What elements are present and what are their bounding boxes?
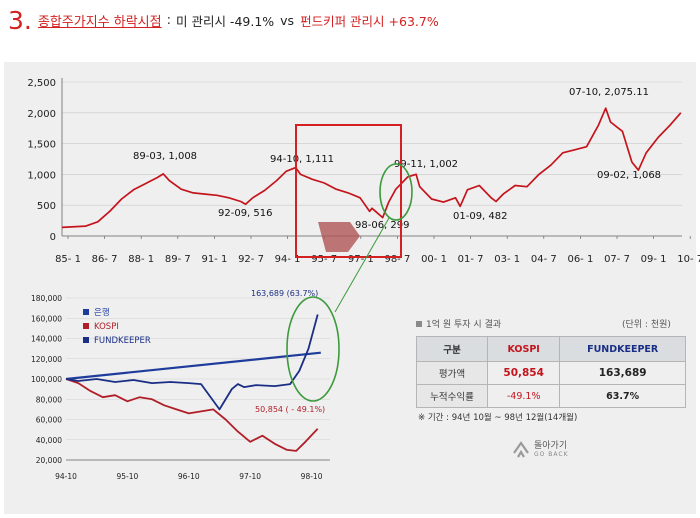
table-cell: 50,854	[486, 361, 561, 385]
x-tick-label: 09- 1	[641, 254, 667, 265]
legend-label: FUNDKEEPER	[94, 336, 151, 346]
x-tick-label: 98- 7	[384, 254, 410, 265]
kospi-series-line	[61, 107, 682, 229]
x-tick-label: 10- 7	[677, 254, 700, 265]
x-tick-label: 03- 1	[494, 254, 520, 265]
fundkeeper-series-line	[65, 314, 319, 411]
go-back-button[interactable]: 돌아가기 GO BACK	[512, 436, 582, 462]
y-tick-label: 2,000	[27, 109, 56, 120]
x-tick-label: 98-10	[301, 472, 323, 481]
result-table: 구분 KOSPI FUNDKEEPER 평가액 50,854 163,689 누…	[416, 336, 686, 408]
x-tick-label: 00- 1	[421, 254, 447, 265]
table-cell: 63.7%	[559, 384, 686, 408]
title-colon: :	[166, 12, 171, 28]
table-header-cell: KOSPI	[486, 336, 561, 362]
x-tick-label: 85- 1	[55, 254, 81, 265]
table-header-row: 구분 KOSPI FUNDKEEPER	[416, 336, 686, 362]
highlight-rect	[295, 124, 402, 258]
y-tick-label: 40,000	[36, 436, 62, 445]
x-tick-label: 07- 7	[604, 254, 630, 265]
x-tick-label: 91- 1	[201, 254, 227, 265]
y-tick-label: 2,500	[27, 78, 56, 89]
y-tick-label: 120,000	[31, 355, 62, 364]
connector-line	[334, 217, 390, 313]
table-heading: 1억 원 투자 시 결과	[426, 320, 502, 330]
fundkeeper-comparison-chart: 20,000 40,000 60,000 80,000 100,000 120,000 14…	[31, 289, 330, 481]
section-number: 3.	[8, 5, 32, 35]
x-tick-label: 01- 7	[458, 254, 484, 265]
data-label: 99-11, 1,002	[394, 159, 458, 170]
y-tick-label: 100,000	[31, 375, 62, 384]
bullet-square-icon	[416, 321, 422, 327]
legend-swatch	[83, 309, 89, 315]
data-label: 50,854 ( - 49.1%)	[255, 405, 325, 414]
y-tick-label: 500	[37, 201, 56, 212]
data-label: 01-09, 482	[453, 211, 508, 222]
table-cell: -49.1%	[486, 384, 561, 408]
table-row: 누적수익률 -49.1% 63.7%	[416, 384, 686, 408]
y-tick-label: 180,000	[31, 294, 62, 303]
x-tick-label: 04- 7	[531, 254, 557, 265]
highlight-circle	[286, 296, 340, 402]
data-label: 89-03, 1,008	[133, 151, 197, 162]
kospi-series-line	[65, 378, 319, 452]
x-tick-label: 86- 7	[92, 254, 118, 265]
legend-swatch	[83, 337, 89, 343]
y-tick-label: 1,500	[27, 140, 56, 151]
x-tick-label: 97- 1	[348, 254, 374, 265]
x-tick-label: 88- 1	[128, 254, 154, 265]
highlight-overlays	[286, 124, 413, 402]
table-cell: 누적수익률	[416, 384, 488, 408]
go-back-sublabel: GO BACK	[534, 451, 569, 458]
data-label: 94-10, 1,111	[270, 154, 334, 165]
x-tick-label: 94- 1	[275, 254, 301, 265]
title-part2: 펀드키퍼 관리시 +63.7%	[300, 13, 439, 29]
title-part1: 미 관리시 -49.1%	[175, 13, 275, 29]
table-unit: (단위 : 천원)	[622, 320, 671, 330]
table-cell: 평가액	[416, 361, 488, 385]
data-label: 09-02, 1,068	[597, 170, 661, 181]
table-header-cell: FUNDKEEPER	[559, 336, 686, 362]
x-tick-label: 89- 7	[165, 254, 191, 265]
table-note: ※ 기간 : 94년 10월 ~ 98년 12월(14개월)	[418, 413, 578, 423]
go-back-label: 돌아가기	[534, 441, 568, 451]
arrow-up-icon	[513, 441, 529, 458]
x-tick-label: 97-10	[239, 472, 261, 481]
data-label: 163,689 (63.7%)	[251, 289, 318, 298]
y-tick-label: 160,000	[31, 314, 62, 323]
y-tick-label: 20,000	[36, 456, 62, 465]
down-arrow-icon	[318, 222, 360, 252]
x-tick-label: 96-10	[178, 472, 200, 481]
x-tick-label: 94-10	[55, 472, 77, 481]
title-heading: 종합주가지수 하락시점	[37, 14, 162, 30]
y-tick-label: 140,000	[31, 335, 62, 344]
legend-label: KOSPI	[94, 322, 119, 332]
table-heading-row: 1억 원 투자 시 결과	[416, 317, 501, 330]
chart-panel	[4, 62, 696, 514]
data-label: 92-09, 516	[218, 208, 273, 219]
x-tick-label: 95- 7	[311, 254, 337, 265]
x-tick-label: 06- 1	[567, 254, 593, 265]
data-label: 98-06, 299	[355, 220, 410, 231]
legend-label: 은행	[94, 307, 110, 318]
y-tick-label: 0	[50, 232, 56, 243]
bank-series-line	[65, 351, 321, 381]
x-tick-label: 95-10	[116, 472, 138, 481]
table-header-cell: 구분	[416, 336, 488, 362]
highlight-circle	[379, 163, 413, 221]
x-tick-label: 92- 7	[238, 254, 264, 265]
legend-swatch	[83, 323, 89, 329]
table-cell: 163,689	[559, 361, 686, 385]
slide-title: 3. 종합주가지수 하락시점 : 미 관리시 -49.1% vs 펀드키퍼 관리…	[8, 2, 439, 38]
y-tick-label: 60,000	[36, 416, 62, 425]
kospi-history-chart: 0 500 1,000 1,500 2,000 2,500 85- 1 86- 7 88- 1 8…	[27, 78, 700, 265]
data-label: 07-10, 2,075.11	[569, 87, 649, 98]
title-vs: vs	[280, 12, 295, 28]
y-tick-label: 1,000	[27, 170, 56, 181]
y-tick-label: 80,000	[36, 395, 62, 404]
table-row: 평가액 50,854 163,689	[416, 361, 686, 385]
